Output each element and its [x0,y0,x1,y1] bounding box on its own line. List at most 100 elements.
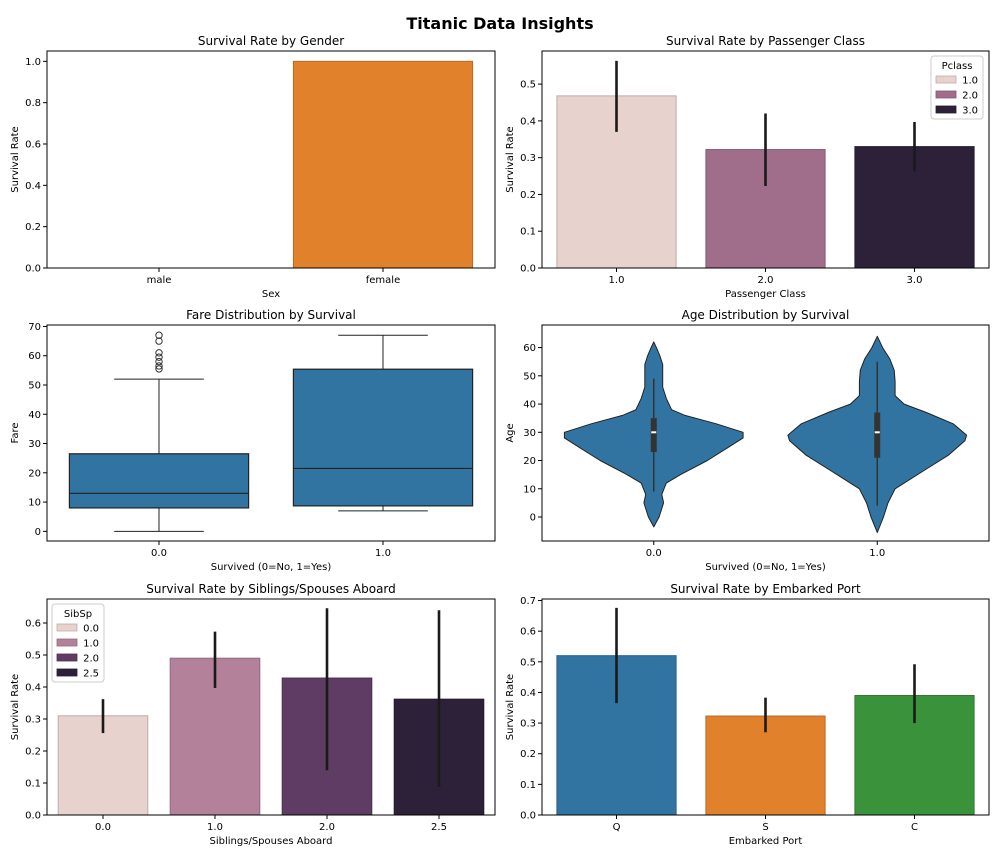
legend-label: 2.0 [962,91,978,102]
legend-box [51,603,105,683]
y-tick-label: 0.4 [520,116,536,127]
y-tick-label: 0.3 [520,719,536,730]
axes-frame [46,598,496,816]
outlier-point [155,331,163,339]
x-tick-label: 2.0 [758,275,774,286]
chart-panel-age: Age Distribution by Survival 0 10 20 30 40 50 6… [505,308,990,573]
y-tick-label: 0.0 [25,811,41,822]
y-axis-label: Age [505,423,516,442]
outlier-point [155,349,163,357]
chart-title: Age Distribution by Survival [682,308,850,322]
box-iqr [292,368,474,507]
y-axis: 0.0 0.1 0.2 0.3 0.4 0.5 0.6 [25,619,47,822]
y-axis: 0 10 20 30 40 50 60 70 [28,322,47,538]
y-tick-label: 0.4 [520,688,536,699]
legend-label: 1.0 [962,76,978,87]
y-tick-label: 0.5 [520,80,536,91]
y-tick-label: 0.2 [25,222,41,233]
chart-title: Survival Rate by Passenger Class [666,34,865,48]
x-tick-label: 2.5 [431,822,447,833]
y-tick-label: 0.7 [520,596,536,607]
x-tick-label: 0.0 [151,548,167,559]
x-axis-label: Survived (0=No, 1=Yes) [705,562,826,573]
x-tick-label: female [366,275,400,286]
y-tick-label: 0.4 [25,683,41,694]
plot-area [563,335,968,533]
violin-median [651,431,657,434]
y-tick-label: 0.3 [25,715,41,726]
x-axis: 1.0 2.0 3.0 [609,268,922,286]
x-tick-label: S [762,822,768,833]
legend-swatch [935,105,957,114]
y-tick-label: 0.4 [25,181,41,192]
y-axis-label: Fare [10,422,21,443]
x-tick-label: 0.0 [646,548,662,559]
y-tick-label: 0.2 [25,747,41,758]
y-tick-label: 0.2 [520,190,536,201]
chart-panel-sibsp: Survival Rate by Siblings/Spouses Aboard… [10,582,496,847]
y-tick-label: 20 [523,456,536,467]
x-axis-label: Passenger Class [725,289,806,300]
outlier-point [155,362,163,370]
legend: SibSp 0.0 1.0 2.0 2.5 [51,603,105,683]
y-tick-label: 0.5 [520,657,536,668]
box-iqr [68,453,250,509]
x-tick-label: male [147,275,172,286]
y-tick-label: 0.3 [520,153,536,164]
box-0.0 [68,331,250,532]
chart-title: Survival Rate by Gender [198,34,344,48]
y-tick-label: 0.0 [520,811,536,822]
y-axis: 0 10 20 30 40 50 60 [523,343,542,524]
y-tick-label: 50 [28,381,41,392]
y-tick-label: 20 [28,468,41,479]
axes-frame [46,50,496,269]
figure-title: Titanic Data Insights [406,14,593,33]
legend-swatch [56,638,78,647]
legend-title: Pclass [942,61,973,72]
plot-area [68,331,474,532]
violin-0.0 [563,341,744,528]
axes-frame [541,324,990,542]
bar-1.0 [556,95,677,269]
plot-area [556,607,975,816]
axes-frame [46,324,496,542]
y-tick-label: 30 [28,439,41,450]
x-axis-label: Siblings/Spouses Aboard [210,836,333,847]
violin-1.0 [787,335,968,533]
legend-title: SibSp [64,609,92,620]
y-tick-label: 0.6 [25,619,41,630]
violin-iqr-box [650,418,657,453]
x-tick-label: 1.0 [869,548,885,559]
plot-area [556,60,975,269]
outlier-point [155,357,163,366]
x-axis-label: Embarked Port [729,836,803,847]
y-axis: 0.0 0.1 0.2 0.3 0.4 0.5 0.6 0.7 [520,596,542,822]
y-axis-label: Survival Rate [10,674,21,740]
box-1.0 [292,334,474,512]
x-tick-label: 1.0 [207,822,223,833]
legend-label: 3.0 [962,106,978,117]
y-tick-label: 0.6 [25,140,41,151]
legend-swatch [935,75,957,84]
y-tick-label: 60 [523,343,536,354]
plot-area [292,60,474,269]
y-tick-label: 30 [523,428,536,439]
outlier-point [155,337,163,345]
y-tick-label: 0.1 [520,780,536,791]
chart-panel-pclass: Survival Rate by Passenger Class0.00.10.… [505,34,990,300]
y-axis: 0.0 0.1 0.2 0.3 0.4 0.5 [520,80,542,275]
legend-swatch [56,653,78,662]
legend-label: 1.0 [83,639,99,650]
legend-swatch [56,668,78,677]
y-tick-label: 0.6 [520,627,536,638]
violin-iqr-box [874,412,881,458]
y-tick-label: 0 [530,513,536,524]
y-axis: 0.0 0.2 0.4 0.6 0.8 1.0 [25,57,47,275]
y-tick-label: 1.0 [25,57,41,68]
y-tick-label: 0.5 [25,651,41,662]
y-axis-label: Survival Rate [505,126,516,192]
legend-swatch [935,90,957,99]
x-axis: 0.0 1.0 [646,541,885,559]
chart-title: Fare Distribution by Survival [186,308,356,322]
